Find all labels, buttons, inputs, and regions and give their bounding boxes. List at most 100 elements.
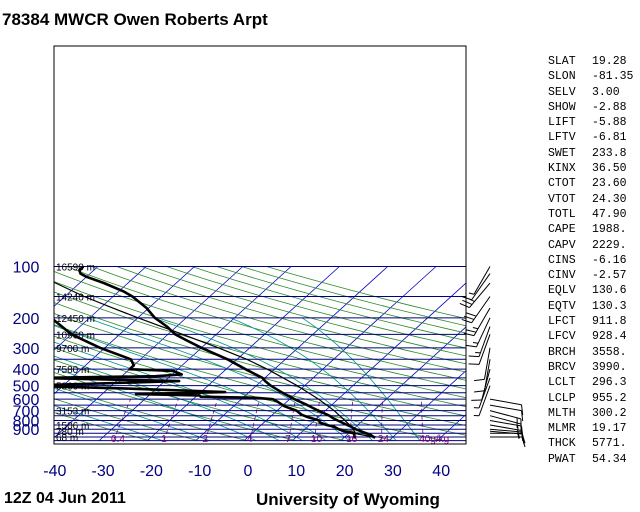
mixing-ratio-label: 40g/kg [419, 434, 449, 445]
wind-barb-flag [474, 378, 485, 382]
index-row: CAPV 2229. [548, 238, 640, 253]
index-value: 3990. [592, 360, 627, 374]
index-key: LFTV [548, 131, 576, 145]
index-key: VTOT [548, 192, 576, 206]
chart-title: 78384 MWCR Owen Roberts Arpt [2, 10, 268, 29]
index-key: PWAT [548, 452, 576, 466]
moist-adiabat-line [54, 355, 280, 441]
dry-adiabat-line [141, 266, 466, 357]
index-value: 47.90 [592, 207, 627, 221]
height-label: 780 m [56, 427, 84, 438]
index-row: LFCT 911.8 [548, 314, 640, 329]
wind-barb-flag [463, 315, 475, 320]
moist-adiabat-line [54, 367, 257, 441]
pressure-tick-label: 900 [13, 422, 40, 439]
index-row: MLTH 300.2 [548, 406, 640, 421]
index-value: 955.2 [592, 391, 627, 405]
index-row: CINV -2.57 [548, 268, 640, 283]
pressure-tick-label: 600 [13, 392, 40, 409]
index-key: LCLP [548, 391, 576, 405]
index-row: LCLT 296.3 [548, 375, 640, 390]
index-key: BRCV [548, 360, 576, 374]
wind-barb-half-flag [517, 425, 519, 431]
index-value: 19.28 [592, 55, 627, 68]
dewpoint-profile-line [54, 318, 357, 439]
height-label: 7580 m [56, 365, 89, 376]
pressure-tick-label: 800 [13, 413, 40, 430]
wind-barb-flag [462, 299, 473, 305]
mixing-ratio-label: 16 [346, 434, 358, 445]
wind-barb-staff [476, 317, 491, 348]
height-label: 10960 m [56, 330, 95, 341]
index-value: 296.3 [592, 376, 627, 390]
moist-adiabat-line [153, 317, 373, 441]
isotherm-line [243, 266, 437, 441]
temperature-tick-label: 20 [336, 463, 354, 480]
index-row: CINS -6.16 [548, 253, 640, 268]
isotherm-line [0, 267, 1, 441]
wind-barb-flag [521, 404, 524, 416]
background-lines [0, 266, 466, 441]
pressure-tick-label: 100 [13, 260, 40, 277]
wind-barb [468, 266, 491, 295]
wind-barb [489, 398, 524, 416]
wind-barb [489, 410, 522, 430]
index-value: 300.2 [592, 406, 627, 420]
index-key: MLTH [548, 406, 576, 420]
index-key: EQLV [548, 284, 576, 298]
height-label: 9700 m [56, 344, 89, 355]
isotherm-line [54, 266, 195, 395]
wind-barb-staff [473, 307, 491, 336]
dry-adiabat-line [54, 324, 466, 436]
mixing-ratio-label: 4 [247, 434, 253, 445]
wind-barb [474, 347, 491, 382]
temperature-tick-label: -20 [140, 463, 163, 480]
isotherm-line [147, 266, 340, 441]
wind-barb-staff [489, 424, 522, 432]
stability-indices-panel: SLAT 19.28 SLON -81.35 SELV 3.00 SHOW -2.88 LIFT… [548, 54, 640, 467]
index-row: VTOT 24.30 [548, 192, 640, 207]
wind-barb-staff [489, 415, 522, 425]
wind-barb-flag [461, 318, 472, 324]
wind-barb-staff [469, 282, 491, 308]
index-row: LCLP 955.2 [548, 391, 640, 406]
wind-barb-staff [478, 385, 491, 416]
sounding-date: 12Z 04 Jun 2011 [4, 490, 126, 507]
moist-adiabat-line [301, 317, 421, 441]
wind-barb [489, 428, 525, 443]
index-value: -2.57 [592, 269, 627, 283]
pressure-tick-label: 200 [13, 311, 40, 328]
mixing-ratio-line [113, 399, 132, 441]
moist-adiabat-line [230, 317, 397, 441]
wind-barb-half-flag [468, 292, 475, 295]
wind-barb [489, 424, 524, 441]
pressure-tick-label: 400 [13, 362, 40, 379]
index-row: SELV 3.00 [548, 85, 640, 100]
height-label: 3153 m [56, 407, 89, 418]
parcel-profile-line [54, 281, 374, 438]
wind-barb-staff [471, 296, 491, 324]
index-row: MLMR 19.17 [548, 421, 640, 436]
index-row: EQLV 130.6 [548, 283, 640, 298]
index-value: 36.50 [592, 162, 627, 176]
wind-barb-half-flag [472, 341, 479, 344]
wind-barb [468, 334, 491, 365]
mixing-ratio-label: 1 [161, 434, 167, 445]
index-row: SLON -81.35 [548, 69, 640, 84]
dry-adiabat-line [54, 384, 248, 441]
wind-barb-flag [474, 390, 485, 393]
wind-barb [490, 436, 526, 448]
wind-barb-staff [478, 377, 491, 409]
wind-barb-staff [473, 266, 491, 295]
mixing-ratio-label: 0.4 [111, 434, 125, 445]
wind-barbs [459, 266, 526, 448]
data-source: University of Wyoming [256, 490, 440, 509]
index-key: LCLT [548, 376, 576, 390]
dry-adiabat-line [66, 266, 466, 381]
wind-barb-flag [463, 332, 475, 337]
index-value: 5771. [592, 437, 627, 451]
plot-frame [53, 45, 467, 445]
wind-barb [461, 296, 491, 324]
wind-barb [473, 385, 491, 417]
